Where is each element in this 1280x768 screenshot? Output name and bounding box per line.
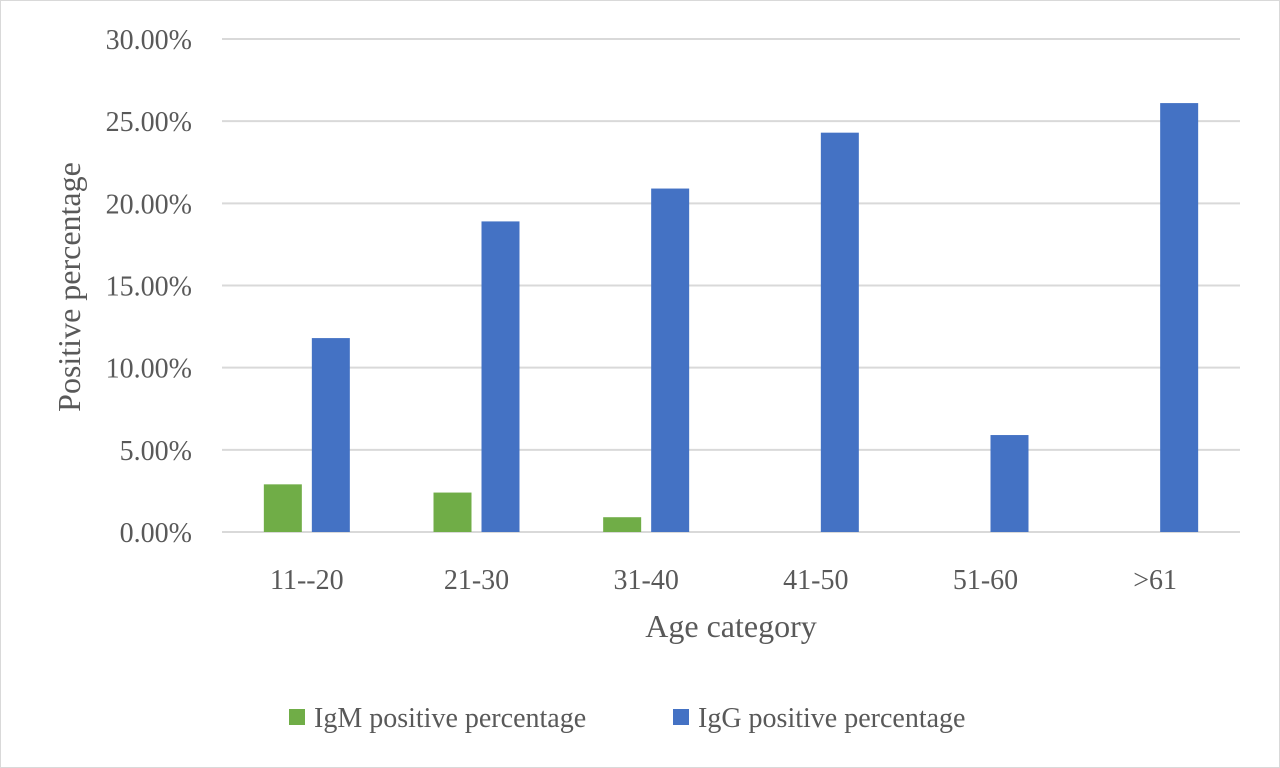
- y-tick-label: 30.00%: [106, 25, 192, 56]
- legend: IgM positive percentage IgG positive perc…: [289, 703, 965, 734]
- y-axis-title: Positive percentage: [51, 162, 87, 412]
- x-tick-label: >61: [1133, 565, 1177, 596]
- legend-label: IgG positive percentage: [698, 703, 965, 734]
- bar: [651, 188, 690, 532]
- x-tick-label: 31-40: [614, 565, 679, 596]
- bar: [990, 435, 1029, 532]
- x-tick-label: 11--20: [270, 565, 344, 596]
- bar: [481, 221, 520, 532]
- bar: [433, 492, 472, 532]
- bars: [263, 103, 1199, 533]
- y-tick-label: 20.00%: [106, 189, 192, 220]
- gridlines: [222, 38, 1240, 533]
- bar: [1160, 103, 1199, 532]
- y-tick-label: 0.00%: [120, 518, 192, 549]
- bar: [603, 517, 642, 532]
- y-tick-label: 15.00%: [106, 272, 192, 303]
- y-tick-label: 10.00%: [106, 354, 192, 385]
- x-axis-title: Age category: [645, 608, 816, 644]
- bar: [263, 484, 302, 532]
- y-tick-label: 25.00%: [106, 107, 192, 138]
- legend-swatch: [289, 709, 305, 725]
- x-tick-label: 21-30: [444, 565, 509, 596]
- x-tick-label: 41-50: [783, 565, 848, 596]
- bar: [311, 338, 350, 532]
- y-axis-ticks: 0.00% 5.00% 10.00% 15.00% 20.00% 25.00% 30.00%: [106, 25, 192, 549]
- x-axis-ticks: 11--20 21-30 31-40 41-50 51-60 >61: [270, 565, 1177, 596]
- x-tick-label: 51-60: [953, 565, 1018, 596]
- legend-swatch: [673, 709, 689, 725]
- legend-label: IgM positive percentage: [314, 703, 586, 734]
- y-tick-label: 5.00%: [120, 436, 192, 467]
- bar: [820, 132, 859, 533]
